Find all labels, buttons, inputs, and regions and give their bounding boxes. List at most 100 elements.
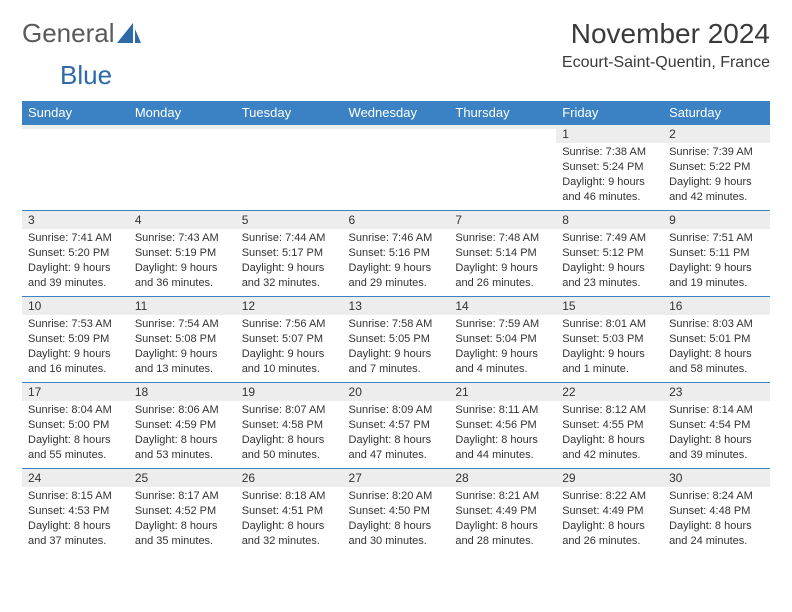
cell-line: Daylight: 8 hours <box>242 519 337 534</box>
cell-body <box>343 129 450 135</box>
day-number: 20 <box>343 383 450 401</box>
calendar-cell: 24Sunrise: 8:15 AMSunset: 4:53 PMDayligh… <box>22 469 129 555</box>
cell-body: Sunrise: 8:20 AMSunset: 4:50 PMDaylight:… <box>343 487 450 552</box>
cell-body <box>129 129 236 135</box>
calendar-row: 1Sunrise: 7:38 AMSunset: 5:24 PMDaylight… <box>22 125 770 211</box>
calendar-cell: 13Sunrise: 7:58 AMSunset: 5:05 PMDayligh… <box>343 297 450 383</box>
cell-line: and 55 minutes. <box>28 448 123 463</box>
calendar-cell: 19Sunrise: 8:07 AMSunset: 4:58 PMDayligh… <box>236 383 343 469</box>
cell-body: Sunrise: 7:39 AMSunset: 5:22 PMDaylight:… <box>663 143 770 208</box>
col-saturday: Saturday <box>663 101 770 125</box>
cell-line: and 47 minutes. <box>349 448 444 463</box>
brand-part1: General <box>22 18 115 49</box>
day-number: 27 <box>343 469 450 487</box>
calendar-cell <box>236 125 343 211</box>
cell-line: Sunset: 4:51 PM <box>242 504 337 519</box>
cell-line: Daylight: 9 hours <box>242 261 337 276</box>
cell-line: and 39 minutes. <box>669 448 764 463</box>
cell-line: and 42 minutes. <box>669 190 764 205</box>
day-number: 1 <box>556 125 663 143</box>
calendar-cell: 10Sunrise: 7:53 AMSunset: 5:09 PMDayligh… <box>22 297 129 383</box>
month-title: November 2024 <box>562 18 770 50</box>
cell-line: Sunset: 5:20 PM <box>28 246 123 261</box>
cell-line: Sunset: 5:17 PM <box>242 246 337 261</box>
cell-line: Sunrise: 8:22 AM <box>562 489 657 504</box>
cell-body: Sunrise: 8:18 AMSunset: 4:51 PMDaylight:… <box>236 487 343 552</box>
day-number: 16 <box>663 297 770 315</box>
cell-line: Sunrise: 8:15 AM <box>28 489 123 504</box>
calendar-cell <box>22 125 129 211</box>
cell-line: Sunrise: 7:56 AM <box>242 317 337 332</box>
cell-line: Sunset: 5:07 PM <box>242 332 337 347</box>
calendar-cell: 25Sunrise: 8:17 AMSunset: 4:52 PMDayligh… <box>129 469 236 555</box>
calendar-cell: 27Sunrise: 8:20 AMSunset: 4:50 PMDayligh… <box>343 469 450 555</box>
cell-line: and 7 minutes. <box>349 362 444 377</box>
cell-line: Sunset: 5:22 PM <box>669 160 764 175</box>
cell-line: Sunrise: 8:24 AM <box>669 489 764 504</box>
day-number: 2 <box>663 125 770 143</box>
cell-line: Sunset: 4:52 PM <box>135 504 230 519</box>
cell-line: Daylight: 9 hours <box>28 261 123 276</box>
cell-line: Sunrise: 8:03 AM <box>669 317 764 332</box>
cell-body: Sunrise: 8:09 AMSunset: 4:57 PMDaylight:… <box>343 401 450 466</box>
cell-line: Daylight: 9 hours <box>562 347 657 362</box>
col-monday: Monday <box>129 101 236 125</box>
cell-body: Sunrise: 7:53 AMSunset: 5:09 PMDaylight:… <box>22 315 129 380</box>
calendar-row: 24Sunrise: 8:15 AMSunset: 4:53 PMDayligh… <box>22 469 770 555</box>
day-number: 15 <box>556 297 663 315</box>
cell-line: Sunrise: 8:04 AM <box>28 403 123 418</box>
calendar-cell <box>449 125 556 211</box>
cell-body: Sunrise: 8:12 AMSunset: 4:55 PMDaylight:… <box>556 401 663 466</box>
cell-line: Sunset: 4:55 PM <box>562 418 657 433</box>
cell-line: and 23 minutes. <box>562 276 657 291</box>
cell-line: Sunrise: 8:14 AM <box>669 403 764 418</box>
day-number: 30 <box>663 469 770 487</box>
cell-line: Sunrise: 8:11 AM <box>455 403 550 418</box>
cell-line: Sunset: 4:53 PM <box>28 504 123 519</box>
cell-body: Sunrise: 7:46 AMSunset: 5:16 PMDaylight:… <box>343 229 450 294</box>
cell-line: Daylight: 9 hours <box>349 261 444 276</box>
cell-body: Sunrise: 8:17 AMSunset: 4:52 PMDaylight:… <box>129 487 236 552</box>
cell-line: Daylight: 9 hours <box>28 347 123 362</box>
location: Ecourt-Saint-Quentin, France <box>562 54 770 72</box>
cell-body: Sunrise: 7:59 AMSunset: 5:04 PMDaylight:… <box>449 315 556 380</box>
calendar-cell: 6Sunrise: 7:46 AMSunset: 5:16 PMDaylight… <box>343 211 450 297</box>
day-number: 17 <box>22 383 129 401</box>
cell-body: Sunrise: 7:58 AMSunset: 5:05 PMDaylight:… <box>343 315 450 380</box>
day-number: 5 <box>236 211 343 229</box>
cell-line: Daylight: 9 hours <box>669 175 764 190</box>
cell-line: Sunrise: 8:07 AM <box>242 403 337 418</box>
cell-line: Daylight: 9 hours <box>349 347 444 362</box>
cell-line: and 4 minutes. <box>455 362 550 377</box>
sail-icon <box>117 23 143 45</box>
cell-line: Sunset: 4:56 PM <box>455 418 550 433</box>
cell-body: Sunrise: 8:04 AMSunset: 5:00 PMDaylight:… <box>22 401 129 466</box>
cell-line: Sunrise: 7:43 AM <box>135 231 230 246</box>
cell-line: Sunrise: 8:12 AM <box>562 403 657 418</box>
cell-body: Sunrise: 7:54 AMSunset: 5:08 PMDaylight:… <box>129 315 236 380</box>
cell-line: and 30 minutes. <box>349 534 444 549</box>
calendar-cell: 8Sunrise: 7:49 AMSunset: 5:12 PMDaylight… <box>556 211 663 297</box>
day-number: 11 <box>129 297 236 315</box>
cell-body: Sunrise: 7:41 AMSunset: 5:20 PMDaylight:… <box>22 229 129 294</box>
calendar-cell: 9Sunrise: 7:51 AMSunset: 5:11 PMDaylight… <box>663 211 770 297</box>
col-thursday: Thursday <box>449 101 556 125</box>
col-sunday: Sunday <box>22 101 129 125</box>
cell-line: and 42 minutes. <box>562 448 657 463</box>
calendar-cell: 14Sunrise: 7:59 AMSunset: 5:04 PMDayligh… <box>449 297 556 383</box>
calendar-cell: 23Sunrise: 8:14 AMSunset: 4:54 PMDayligh… <box>663 383 770 469</box>
calendar-cell: 21Sunrise: 8:11 AMSunset: 4:56 PMDayligh… <box>449 383 556 469</box>
day-number: 10 <box>22 297 129 315</box>
brand-part2: Blue <box>60 60 112 91</box>
cell-line: Sunrise: 8:21 AM <box>455 489 550 504</box>
cell-line: and 50 minutes. <box>242 448 337 463</box>
cell-line: and 24 minutes. <box>669 534 764 549</box>
cell-line: and 39 minutes. <box>28 276 123 291</box>
col-tuesday: Tuesday <box>236 101 343 125</box>
cell-body: Sunrise: 8:21 AMSunset: 4:49 PMDaylight:… <box>449 487 556 552</box>
calendar-cell: 5Sunrise: 7:44 AMSunset: 5:17 PMDaylight… <box>236 211 343 297</box>
cell-body: Sunrise: 7:49 AMSunset: 5:12 PMDaylight:… <box>556 229 663 294</box>
day-number: 12 <box>236 297 343 315</box>
cell-line: and 29 minutes. <box>349 276 444 291</box>
cell-line: and 37 minutes. <box>28 534 123 549</box>
